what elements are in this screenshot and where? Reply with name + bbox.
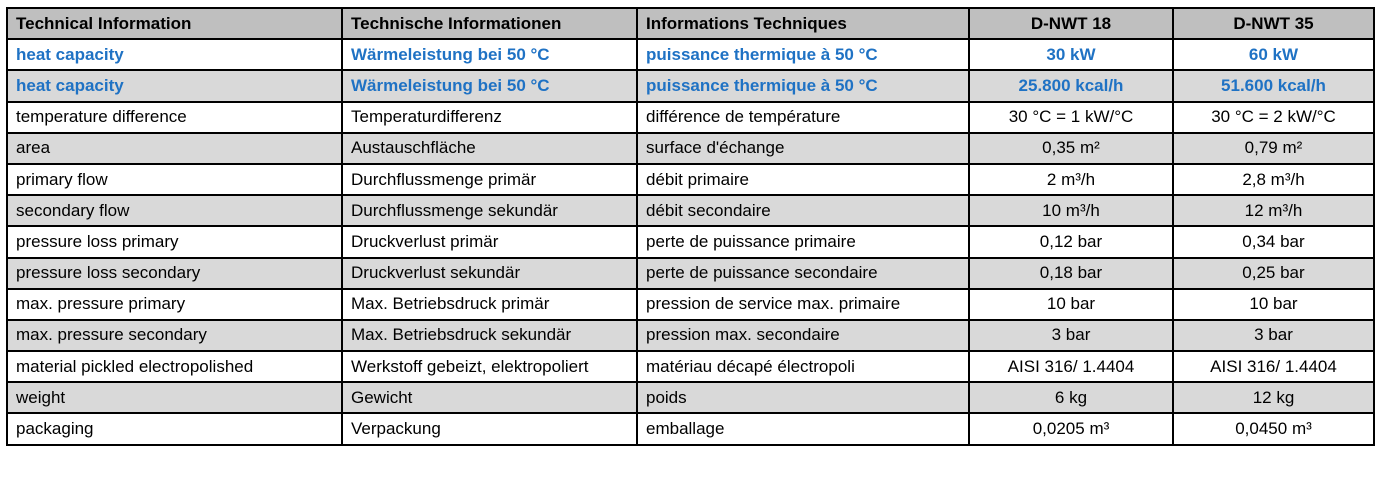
header-de: Technische Informationen bbox=[341, 6, 638, 41]
cell-dnwt18: 0,0205 m³ bbox=[968, 412, 1174, 446]
cell-dnwt18: 0,18 bar bbox=[968, 256, 1174, 290]
cell-de: Gewicht bbox=[341, 381, 638, 415]
table-row: max. pressure secondary Max. Betriebsdruc… bbox=[6, 318, 1375, 353]
cell-en: heat capacity bbox=[6, 38, 343, 72]
cell-en: packaging bbox=[6, 412, 343, 446]
cell-dnwt35: 0,34 bar bbox=[1172, 225, 1375, 259]
cell-en: max. pressure secondary bbox=[6, 318, 343, 353]
cell-dnwt18: AISI 316/ 1.4404 bbox=[968, 350, 1174, 384]
cell-fr: différence de température bbox=[636, 100, 970, 134]
cell-fr: matériau décapé électropoli bbox=[636, 350, 970, 384]
header-row: Technical Information Technische Informa… bbox=[6, 6, 1375, 41]
table-row: material pickled electropolished Werkstof… bbox=[6, 350, 1375, 384]
cell-dnwt18: 6 kg bbox=[968, 381, 1174, 415]
cell-en: pressure loss primary bbox=[6, 225, 343, 259]
cell-dnwt35: 0,79 m² bbox=[1172, 131, 1375, 165]
cell-fr: pression de service max. primaire bbox=[636, 287, 970, 321]
cell-fr: débit primaire bbox=[636, 162, 970, 197]
cell-dnwt18: 10 bar bbox=[968, 287, 1174, 321]
cell-fr: débit secondaire bbox=[636, 194, 970, 228]
cell-dnwt35: 2,8 m³/h bbox=[1172, 162, 1375, 197]
cell-dnwt35: 51.600 kcal/h bbox=[1172, 69, 1375, 103]
cell-fr: perte de puissance primaire bbox=[636, 225, 970, 259]
cell-de: Durchflussmenge primär bbox=[341, 162, 638, 197]
cell-dnwt18: 25.800 kcal/h bbox=[968, 69, 1174, 103]
header-dnwt35: D-NWT 35 bbox=[1172, 6, 1375, 41]
cell-en: heat capacity bbox=[6, 69, 343, 103]
cell-fr: perte de puissance secondaire bbox=[636, 256, 970, 290]
cell-dnwt18: 0,35 m² bbox=[968, 131, 1174, 165]
cell-fr: puissance thermique à 50 °C bbox=[636, 38, 970, 72]
cell-dnwt35: 0,0450 m³ bbox=[1172, 412, 1375, 446]
header-fr: Informations Techniques bbox=[636, 6, 970, 41]
table-row: area Austauschfläche surface d'échange 0,35… bbox=[6, 131, 1375, 165]
cell-de: Verpackung bbox=[341, 412, 638, 446]
cell-dnwt35: 60 kW bbox=[1172, 38, 1375, 72]
table-row: max. pressure primary Max. Betriebsdruck … bbox=[6, 287, 1375, 321]
cell-en: area bbox=[6, 131, 343, 165]
cell-dnwt35: 12 kg bbox=[1172, 381, 1375, 415]
cell-fr: pression max. secondaire bbox=[636, 318, 970, 353]
cell-de: Druckverlust primär bbox=[341, 225, 638, 259]
cell-dnwt18: 10 m³/h bbox=[968, 194, 1174, 228]
table-row: primary flow Durchflussmenge primär débit … bbox=[6, 162, 1375, 197]
cell-dnwt18: 2 m³/h bbox=[968, 162, 1174, 197]
table-row: secondary flow Durchflussmenge sekundär dé… bbox=[6, 194, 1375, 228]
technical-info-table: Technical Information Technische Informa… bbox=[6, 6, 1375, 446]
cell-de: Wärmeleistung bei 50 °C bbox=[341, 69, 638, 103]
cell-fr: surface d'échange bbox=[636, 131, 970, 165]
cell-de: Wärmeleistung bei 50 °C bbox=[341, 38, 638, 72]
table-row: weight Gewicht poids 6 kg 12 kg bbox=[6, 381, 1375, 415]
cell-en: secondary flow bbox=[6, 194, 343, 228]
table-row: temperature difference Temperaturdifferen… bbox=[6, 100, 1375, 134]
cell-en: pressure loss secondary bbox=[6, 256, 343, 290]
cell-de: Max. Betriebsdruck primär bbox=[341, 287, 638, 321]
cell-dnwt35: 30 °C = 2 kW/°C bbox=[1172, 100, 1375, 134]
cell-de: Max. Betriebsdruck sekundär bbox=[341, 318, 638, 353]
cell-de: Temperaturdifferenz bbox=[341, 100, 638, 134]
table-row: pressure loss primary Druckverlust primär… bbox=[6, 225, 1375, 259]
header-dnwt18: D-NWT 18 bbox=[968, 6, 1174, 41]
table-row: packaging Verpackung emballage 0,0205 m³ 0,0… bbox=[6, 412, 1375, 446]
cell-dnwt35: 10 bar bbox=[1172, 287, 1375, 321]
cell-dnwt35: 12 m³/h bbox=[1172, 194, 1375, 228]
cell-dnwt18: 0,12 bar bbox=[968, 225, 1174, 259]
cell-dnwt35: 3 bar bbox=[1172, 318, 1375, 353]
cell-fr: poids bbox=[636, 381, 970, 415]
cell-fr: puissance thermique à 50 °C bbox=[636, 69, 970, 103]
header-en: Technical Information bbox=[6, 6, 343, 41]
cell-dnwt35: 0,25 bar bbox=[1172, 256, 1375, 290]
cell-de: Werkstoff gebeizt, elektropoliert bbox=[341, 350, 638, 384]
cell-en: temperature difference bbox=[6, 100, 343, 134]
cell-de: Austauschfläche bbox=[341, 131, 638, 165]
table-row: heat capacity Wärmeleistung bei 50 °C puis… bbox=[6, 69, 1375, 103]
cell-de: Durchflussmenge sekundär bbox=[341, 194, 638, 228]
cell-en: max. pressure primary bbox=[6, 287, 343, 321]
cell-dnwt35: AISI 316/ 1.4404 bbox=[1172, 350, 1375, 384]
cell-fr: emballage bbox=[636, 412, 970, 446]
cell-en: material pickled electropolished bbox=[6, 350, 343, 384]
cell-en: primary flow bbox=[6, 162, 343, 197]
table-row: pressure loss secondary Druckverlust seku… bbox=[6, 256, 1375, 290]
cell-dnwt18: 3 bar bbox=[968, 318, 1174, 353]
cell-dnwt18: 30 kW bbox=[968, 38, 1174, 72]
cell-de: Druckverlust sekundär bbox=[341, 256, 638, 290]
cell-dnwt18: 30 °C = 1 kW/°C bbox=[968, 100, 1174, 134]
cell-en: weight bbox=[6, 381, 343, 415]
table-row: heat capacity Wärmeleistung bei 50 °C puis… bbox=[6, 38, 1375, 72]
